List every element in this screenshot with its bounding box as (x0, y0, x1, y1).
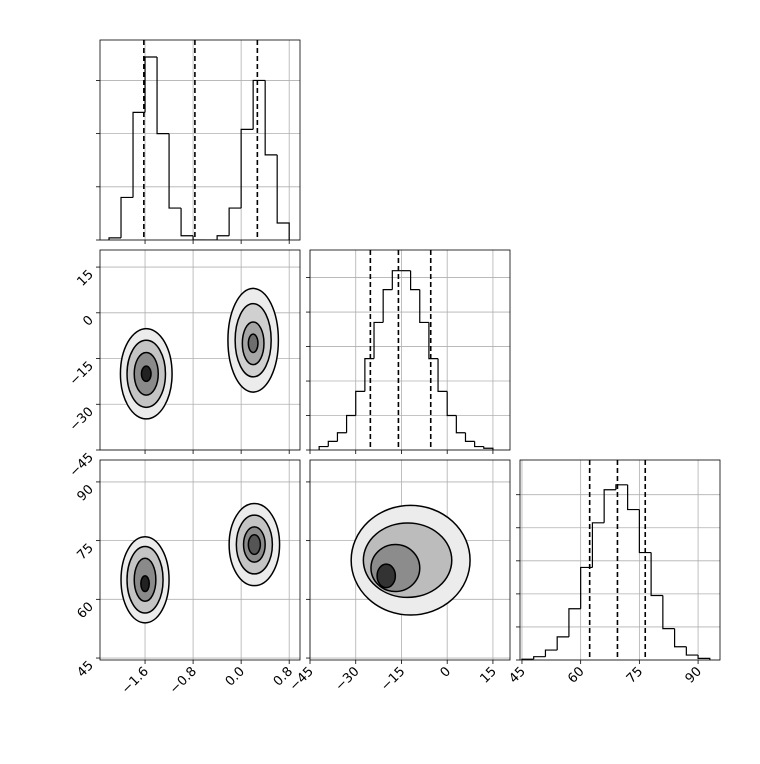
histogram-step (240, 128, 254, 209)
histogram-step (568, 608, 581, 637)
histogram-step (180, 208, 194, 237)
contour-level (376, 563, 397, 589)
histogram-step (615, 484, 628, 490)
x-tick-label: 75 (624, 664, 646, 686)
histogram-step (192, 235, 206, 240)
axes-frame (99, 249, 301, 451)
y-tick-label: 15 (75, 267, 97, 289)
axes-frame (309, 249, 511, 451)
histogram-step (483, 446, 494, 450)
histogram-step (216, 235, 230, 240)
contours (350, 504, 471, 616)
histogram-step (685, 646, 699, 656)
y-tick-label: −15 (67, 359, 97, 389)
panel: 45 60 75 90 (506, 459, 721, 687)
histogram-step (697, 655, 711, 660)
x-tick-label: −45 (287, 664, 317, 694)
histogram-step (544, 649, 558, 657)
histogram-step (580, 566, 593, 609)
histogram-step (120, 196, 134, 238)
axes-frame (309, 459, 511, 661)
histogram-step (144, 56, 158, 113)
x-tick-label: −30 (333, 664, 363, 694)
histogram-step (373, 321, 384, 359)
histogram (108, 40, 290, 240)
contour-level (140, 365, 152, 383)
x-tick-label: 90 (683, 664, 705, 686)
histogram-step (638, 509, 652, 554)
histogram-step (252, 79, 266, 130)
histogram-step (556, 636, 569, 651)
histogram-step (382, 289, 393, 323)
histogram-step (318, 445, 329, 450)
histogram-step (446, 391, 457, 417)
histogram-step (336, 432, 347, 442)
histogram-step (355, 390, 365, 416)
histogram-step (650, 552, 663, 597)
histogram-step (437, 358, 448, 392)
histogram-step (662, 595, 675, 630)
histogram-step (364, 358, 375, 392)
contour-level (370, 543, 421, 593)
histogram-step (132, 111, 146, 198)
axes-frame (99, 39, 301, 241)
histogram-step (327, 440, 338, 447)
histogram-step (419, 289, 429, 324)
panel: 15 0 −15 −30 −45 (67, 249, 301, 480)
y-tick-label: 60 (75, 600, 97, 622)
histogram-step (156, 57, 170, 135)
x-tick-label: 45 (506, 664, 528, 686)
x-tick-label: −15 (378, 664, 408, 694)
panel (306, 249, 511, 454)
y-tick-label: 90 (75, 482, 97, 504)
histogram-step (533, 656, 546, 660)
contour-level (247, 333, 259, 354)
histogram-step (603, 489, 616, 523)
x-tick-label: −1.6 (119, 664, 152, 697)
histogram-step (276, 154, 290, 240)
contours (119, 287, 280, 420)
histogram-step (428, 322, 439, 360)
histogram-step (627, 484, 640, 511)
histogram-step (391, 270, 402, 290)
panel (96, 39, 301, 244)
histogram-step (264, 80, 278, 156)
histogram-step (455, 415, 466, 434)
histogram-step (410, 270, 420, 291)
y-tick-label: −45 (67, 450, 97, 480)
contour-level (140, 575, 150, 593)
axes-frame (99, 459, 301, 661)
histogram-step (673, 628, 687, 648)
y-tick-label: 45 (75, 658, 97, 680)
histogram-step (474, 441, 484, 448)
panel: −45 −30 −15 0 15 (287, 459, 511, 694)
histogram-step (464, 432, 475, 442)
x-tick-label: 60 (565, 664, 587, 686)
y-tick-label: 0 (80, 313, 96, 329)
contours (120, 502, 281, 624)
x-tick-label: −0.8 (167, 664, 200, 697)
y-tick-label: 75 (75, 541, 97, 563)
histogram (521, 460, 711, 660)
histogram-step (108, 237, 122, 240)
histogram-step (168, 133, 182, 209)
histogram (318, 250, 494, 450)
axes-frame (519, 459, 721, 661)
x-tick-label: 0.0 (223, 664, 248, 689)
histogram-step (228, 207, 242, 236)
histogram-step (591, 522, 605, 568)
x-tick-label: 15 (477, 664, 499, 686)
y-tick-label: −30 (67, 404, 97, 434)
histogram-step (345, 414, 356, 433)
x-tick-label: 0 (438, 664, 454, 680)
contour-level (247, 534, 262, 556)
